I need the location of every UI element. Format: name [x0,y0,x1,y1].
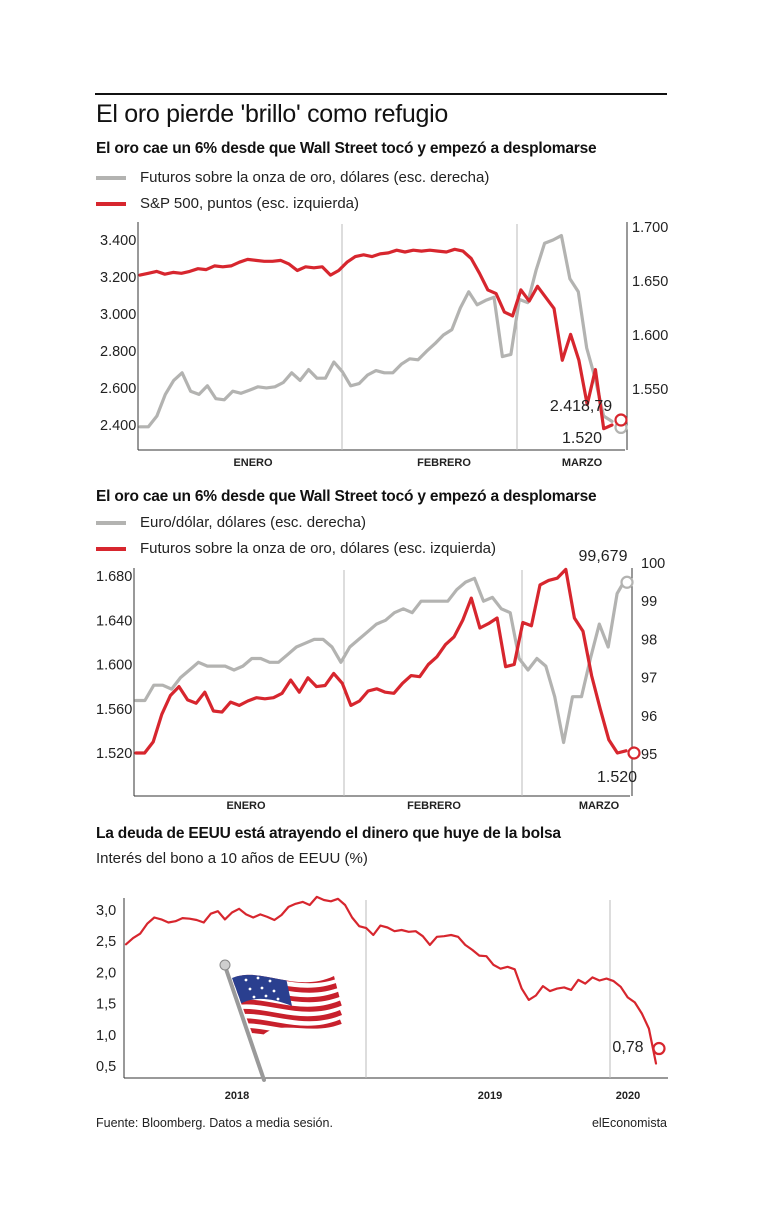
chart3-y-tick: 0,5 [96,1059,116,1075]
flag-star [256,976,260,980]
chart1-end-label-gold: 1.520 [562,430,602,447]
chart1-month-label: ENERO [233,457,273,469]
chart2-left-tick: 1.520 [96,746,132,762]
chart2-right-tick: 95 [641,747,657,763]
chart3-end-marker-bond [652,1041,666,1056]
brand-name: elEconomista [591,1116,667,1130]
chart2-left-tick: 1.680 [96,569,132,585]
legend-label: Futuros sobre la onza de oro, dólares (e… [140,540,497,557]
chart2-right-tick: 99 [641,594,657,610]
flag-star [248,987,252,991]
chart2-right-tick: 96 [641,709,657,725]
legend-label: S&P 500, puntos (esc. izquierda) [140,195,360,212]
source-note: Fuente: Bloomberg. Datos a media sesión. [96,1116,333,1130]
flag-red-stripe [232,999,342,1012]
flag-red-stripe [232,1008,342,1022]
chart1-left-tick: 3.400 [100,233,136,249]
chart2-right-tick: 97 [641,671,657,687]
chart3-year-label: 2018 [225,1090,249,1102]
chart1-legend-sp500: S&P 500, puntos (esc. izquierda) [96,195,359,212]
chart2-end-marker-eurusd [620,575,634,589]
chart3-end-label-bond: 0,78 [612,1039,643,1056]
flag-star [252,995,256,999]
chart3-y-tick: 3,0 [96,903,116,919]
flag-pole [223,964,266,1082]
us-flag-icon [219,959,346,1082]
flag-pole-knob [219,959,231,971]
chart1-left-tick: 3.200 [100,270,136,286]
chart1-end-marker-sp500 [614,413,628,427]
chart3-sub-subtitle: Interés del bono a 10 años de EEUU (%) [96,850,368,867]
chart1-right-tick: 1.650 [632,274,668,290]
chart3-y-tick: 1,0 [96,1028,116,1044]
chart1-line-gold [138,234,614,429]
chart3-line-bond [124,895,658,1065]
chart2-right-tick: 98 [641,632,657,648]
flag-star [276,997,280,1001]
legend-swatch-gray [96,520,126,525]
chart2-left-tick: 1.600 [96,658,132,674]
chart1-end-label-sp500: 2.418,79 [550,398,612,415]
chart1-line-sp500 [138,247,614,431]
chart3-y-tick: 2,5 [96,934,116,950]
chart1-subtitle: El oro cae un 6% desde que Wall Street t… [96,140,597,157]
chart2-legend-eurusd: Euro/dólar, dólares (esc. derecha) [96,514,366,531]
chart2-line-gold [134,567,628,755]
page-title: El oro pierde 'brillo' como refugio [96,100,449,128]
chart1-left-tick: 2.800 [100,344,136,360]
chart2-right-tick: 100 [641,556,665,572]
chart2-end-marker-gold [627,746,641,760]
chart2-peak-label: 99,679 [579,548,628,565]
flag-star [272,989,276,993]
chart2-legend-gold: Futuros sobre la onza de oro, dólares (e… [96,540,496,557]
chart2-month-label: ENERO [226,800,266,812]
chart3-subtitle: La deuda de EEUU está atrayendo el diner… [96,825,561,842]
legend-label: Futuros sobre la onza de oro, dólares (e… [140,169,490,186]
flag-red-stripe [232,1027,342,1041]
legend-swatch-red [96,201,126,206]
chart1-month-label: FEBRERO [417,457,471,469]
chart3-year-label: 2019 [478,1090,502,1102]
legend-label: Euro/dólar, dólares (esc. derecha) [140,514,366,531]
chart1-right-tick: 1.600 [632,328,668,344]
chart2-left-tick: 1.560 [96,702,132,718]
chart1-left-tick: 2.600 [100,381,136,397]
flag-red-stripe [232,1018,342,1031]
chart3-y-tick: 1,5 [96,997,116,1013]
chart1-right-tick: 1.700 [632,220,668,236]
top-rule [95,93,667,95]
chart3-year-label: 2020 [616,1090,640,1102]
flag-star [244,978,248,982]
flag-canton [232,974,292,1006]
chart1-left-tick: 2.400 [100,418,136,434]
chart2-left-tick: 1.640 [96,613,132,629]
flag-star [260,986,264,990]
chart2-line-eurusd [134,576,628,745]
chart2-subtitle: El oro cae un 6% desde que Wall Street t… [96,488,597,505]
chart2-month-label: MARZO [579,800,620,812]
legend-swatch-red [96,546,126,551]
legend-swatch-gray [96,175,126,180]
flag-star [268,979,272,983]
chart1-left-tick: 3.000 [100,307,136,323]
chart1-right-tick: 1.550 [632,382,668,398]
chart2-end-label-gold: 1.520 [597,769,637,786]
chart1-month-label: MARZO [562,457,603,469]
chart1-legend-gold: Futuros sobre la onza de oro, dólares (e… [96,169,489,186]
chart2-month-label: FEBRERO [407,800,461,812]
flag-star [264,994,268,998]
chart3-y-tick: 2,0 [96,965,116,981]
